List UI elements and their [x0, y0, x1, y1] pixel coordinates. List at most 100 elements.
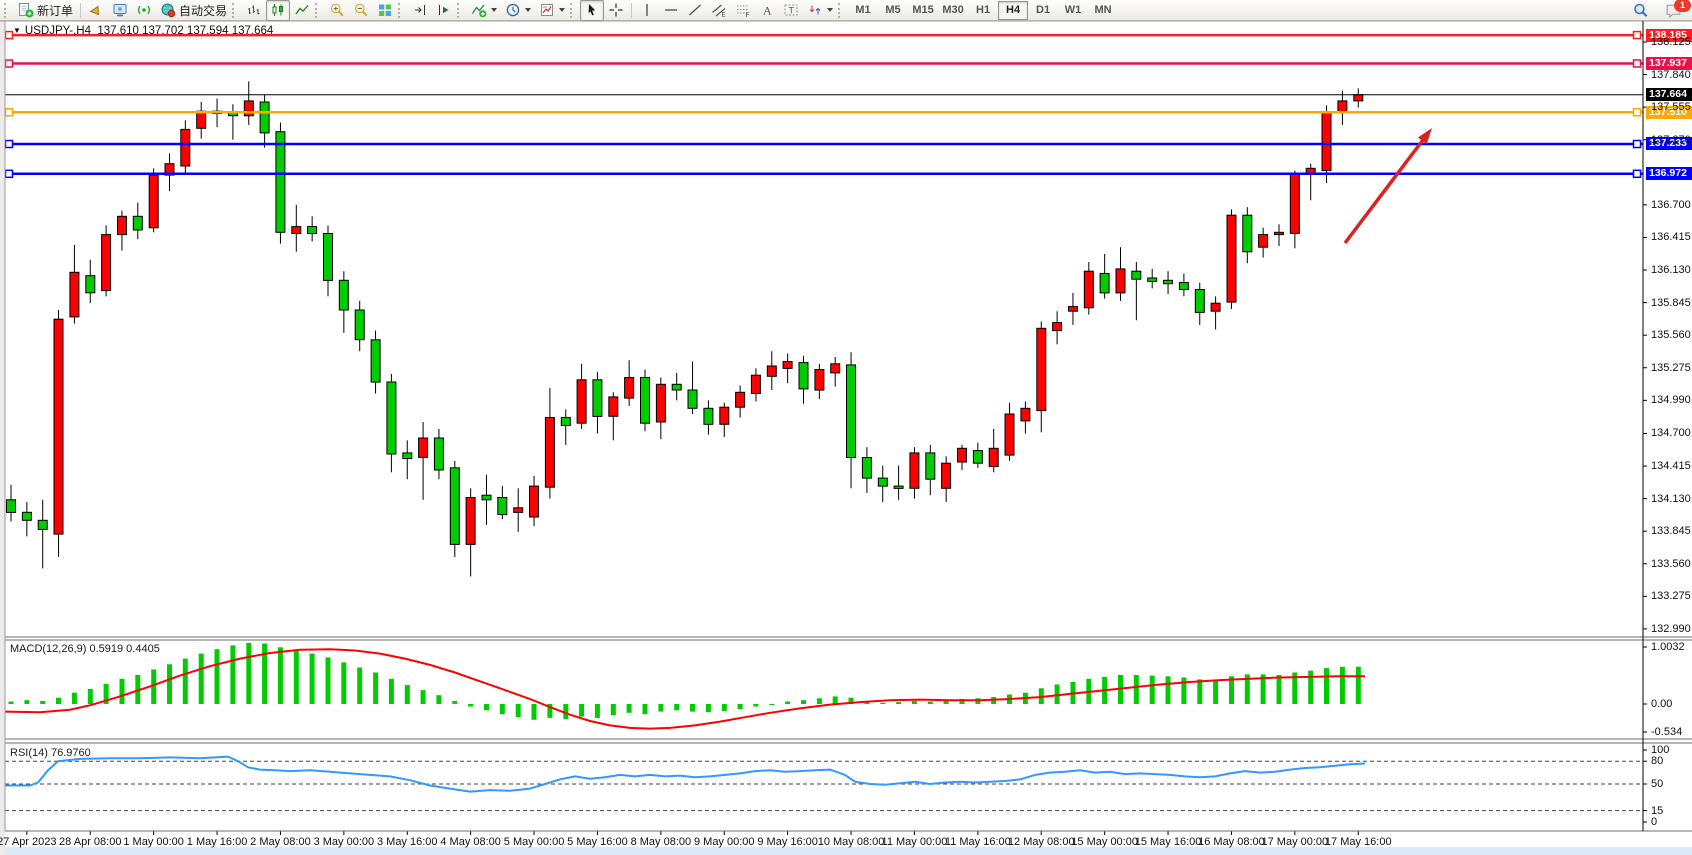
- new-order-button[interactable]: 新订单: [14, 0, 77, 21]
- macd-bar-80: [1276, 675, 1282, 704]
- candle-79: [1258, 227, 1269, 258]
- candle-2: [37, 499, 48, 569]
- candle-22: [354, 300, 365, 352]
- right-handle-137.937[interactable]: [1632, 59, 1642, 68]
- right-handle-136.972[interactable]: [1632, 169, 1642, 179]
- left-handle-137.510[interactable]: [4, 108, 14, 117]
- trendline-tool-button[interactable]: [683, 0, 707, 21]
- candle-10: [164, 153, 175, 192]
- new-order-label: 新订单: [37, 3, 74, 18]
- macd-bar-51: [816, 698, 822, 704]
- candle-76: [1210, 296, 1221, 330]
- timeframe-m30-button[interactable]: M30: [942, 4, 964, 16]
- macd-bar-1: [24, 700, 30, 704]
- timeframe-m15-button[interactable]: M15: [912, 4, 934, 16]
- trend-arrow-annotation[interactable]: [1343, 128, 1432, 245]
- price-axis[interactable]: [1643, 21, 1692, 831]
- bar-chart-type-button[interactable]: [242, 0, 266, 21]
- candle-73: [1163, 271, 1173, 294]
- auto-trading-button[interactable]: 自动交易: [156, 0, 231, 21]
- macd-bar-60: [959, 699, 965, 704]
- time-axis[interactable]: [5, 831, 1692, 847]
- candle-33: [529, 475, 539, 527]
- macd-bar-0: [8, 701, 14, 704]
- candle-35: [560, 409, 571, 445]
- arrows-dropdown-caret[interactable]: [827, 8, 834, 12]
- macd-bar-78: [1244, 674, 1250, 704]
- right-handle-137.233[interactable]: [1632, 139, 1642, 149]
- left-handle-137.937[interactable]: [4, 59, 14, 68]
- candle-50: [798, 355, 809, 404]
- fibonacci-tool-button[interactable]: F: [731, 0, 755, 21]
- indicators-icon: [471, 2, 487, 18]
- line-chart-type-button[interactable]: [290, 0, 314, 21]
- macd-bar-53: [848, 697, 854, 704]
- macd-bar-77: [1229, 676, 1234, 704]
- candlestick-chart-type-button[interactable]: [266, 0, 291, 21]
- macd-bar-74: [1181, 677, 1187, 704]
- macd-bar-81: [1292, 672, 1298, 704]
- search-button[interactable]: [1628, 0, 1653, 21]
- rsi-line: [5, 755, 1366, 793]
- macd-bar-29: [468, 704, 474, 707]
- ohlc-open: 137.610: [97, 25, 139, 37]
- signal-button[interactable]: [132, 0, 156, 21]
- macd-bar-58: [927, 701, 933, 704]
- template-button[interactable]: [535, 0, 569, 21]
- left-handle-136.972[interactable]: [4, 169, 14, 179]
- timeframe-h1-button[interactable]: H1: [976, 4, 991, 16]
- right-handle-137.510[interactable]: [1632, 108, 1642, 117]
- toolbar-grip: [398, 2, 405, 18]
- macd-bar-21: [341, 662, 347, 704]
- clock-dropdown-caret[interactable]: [525, 8, 532, 12]
- timeframe-h4-button[interactable]: H4: [998, 0, 1029, 20]
- chat-button[interactable]: 1: [1661, 0, 1691, 21]
- macd-bar-47: [753, 704, 759, 707]
- text-tool-button[interactable]: A: [755, 0, 779, 21]
- cursor-tool-button[interactable]: [580, 0, 605, 21]
- arrows-tool-button[interactable]: [803, 0, 837, 21]
- crosshair-tool-button[interactable]: [604, 0, 628, 21]
- left-handle-138.185[interactable]: [4, 30, 14, 40]
- vertical-line-tool-button[interactable]: [635, 0, 659, 21]
- candle-36: [576, 363, 587, 429]
- macd-bar-57: [911, 700, 917, 704]
- signal-icon: [136, 2, 152, 18]
- terminal-button[interactable]: [108, 0, 132, 21]
- template-dropdown-caret[interactable]: [559, 8, 566, 12]
- timeframe-m1-button[interactable]: M1: [855, 4, 871, 16]
- candle-67: [1068, 292, 1078, 325]
- chart-symbol: USDJPY-,H4: [24, 25, 91, 37]
- template-icon: [539, 2, 555, 18]
- macd-bar-44: [705, 704, 711, 713]
- market-watch-button[interactable]: [84, 0, 108, 21]
- timeframe-d1-button[interactable]: D1: [1036, 4, 1051, 16]
- auto-scroll-button[interactable]: [432, 0, 456, 21]
- candle-21: [338, 271, 349, 333]
- zoom-in-button[interactable]: [325, 0, 349, 21]
- zoom-out-button[interactable]: [349, 0, 373, 21]
- timeframe-clock-button[interactable]: [501, 0, 535, 21]
- indicators-dropdown-caret[interactable]: [491, 8, 498, 12]
- macd-bar-56: [896, 702, 902, 704]
- toolbar-right-group: 1: [1628, 0, 1691, 21]
- timeframe-w1-button[interactable]: W1: [1064, 4, 1082, 16]
- candle-48: [766, 351, 777, 390]
- candle-29: [465, 488, 476, 577]
- timeframe-mn-button[interactable]: MN: [1094, 4, 1112, 16]
- horizontal-line-tool-button[interactable]: [659, 0, 683, 21]
- timeframe-m5-button[interactable]: M5: [885, 4, 901, 16]
- chart-shift-button[interactable]: [408, 0, 432, 21]
- macd-bar-12: [198, 653, 204, 704]
- right-handle-138.185[interactable]: [1632, 30, 1642, 40]
- chart-title: ▼ USDJPY-,H4 137.610 137.702 137.594 137.…: [13, 25, 273, 37]
- left-handle-137.233[interactable]: [4, 139, 14, 149]
- macd-bar-22: [357, 667, 363, 704]
- label-tool-button[interactable]: T: [779, 0, 803, 21]
- macd-bar-73: [1165, 676, 1171, 704]
- chart-menu-triangle-icon[interactable]: ▼: [13, 26, 21, 35]
- indicators-button[interactable]: [467, 0, 501, 21]
- channel-tool-button[interactable]: E: [707, 0, 731, 21]
- tile-windows-button[interactable]: [373, 0, 397, 21]
